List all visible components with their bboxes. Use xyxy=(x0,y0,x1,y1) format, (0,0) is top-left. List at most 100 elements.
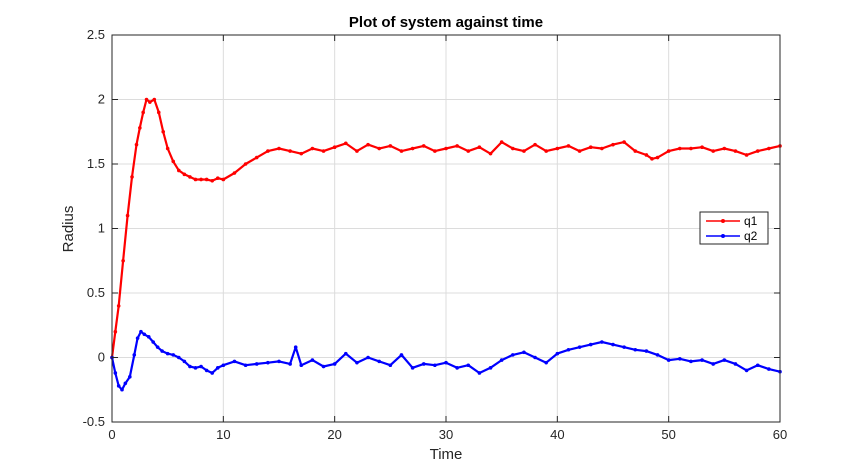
data-point-q2 xyxy=(711,362,715,366)
data-point-q2 xyxy=(288,362,292,366)
data-point-q2 xyxy=(182,359,187,364)
x-tick-label: 40 xyxy=(550,427,564,442)
data-point-q1 xyxy=(161,129,166,134)
y-tick-label: 2.5 xyxy=(87,27,105,42)
data-point-q1 xyxy=(588,145,593,150)
data-point-q1 xyxy=(148,100,152,104)
data-point-q2 xyxy=(299,363,304,368)
data-point-q1 xyxy=(477,145,482,150)
data-point-q2 xyxy=(332,362,337,366)
data-point-q1 xyxy=(388,144,393,148)
data-point-q2 xyxy=(146,335,151,339)
data-point-q2 xyxy=(410,366,415,370)
data-point-q2 xyxy=(722,358,727,362)
y-tick-label: 1.5 xyxy=(87,156,105,171)
data-point-q1 xyxy=(377,146,382,151)
data-point-q2 xyxy=(588,342,593,347)
data-point-q1 xyxy=(204,177,209,182)
data-point-q1 xyxy=(188,175,192,179)
data-point-q2 xyxy=(421,362,426,366)
data-point-q2 xyxy=(377,359,382,364)
data-point-q1 xyxy=(221,177,226,182)
data-point-q1 xyxy=(344,141,348,146)
data-point-q2 xyxy=(266,360,270,365)
data-point-q1 xyxy=(678,146,682,151)
x-tick-label: 20 xyxy=(327,427,341,442)
data-point-q2 xyxy=(199,364,203,369)
data-point-q1 xyxy=(113,329,118,334)
data-point-q1 xyxy=(138,126,142,130)
data-point-q2 xyxy=(611,342,615,347)
legend-label-q2: q2 xyxy=(744,229,758,243)
data-point-q2 xyxy=(744,368,749,373)
data-point-q2 xyxy=(221,363,226,368)
x-axis-label: Time xyxy=(430,446,463,463)
data-point-q1 xyxy=(288,149,292,153)
data-point-q2 xyxy=(544,360,548,365)
data-point-q2 xyxy=(499,358,504,362)
data-point-q2 xyxy=(655,353,660,357)
data-point-q1 xyxy=(182,172,187,177)
y-tick-label: 0 xyxy=(98,350,105,365)
data-point-q2 xyxy=(254,362,259,366)
data-point-q2 xyxy=(600,340,604,344)
data-point-q2 xyxy=(321,364,326,369)
data-point-q1 xyxy=(165,146,170,151)
data-point-q1 xyxy=(321,149,326,153)
data-point-q1 xyxy=(755,149,760,153)
data-point-q2 xyxy=(142,332,147,337)
data-point-q1 xyxy=(622,140,626,144)
data-point-q2 xyxy=(477,371,482,375)
data-point-q2 xyxy=(215,366,220,370)
data-point-q1 xyxy=(299,151,304,156)
data-point-q1 xyxy=(125,213,130,218)
data-point-q2 xyxy=(522,350,526,355)
data-point-q2 xyxy=(160,349,164,353)
data-point-q1 xyxy=(232,171,237,175)
data-point-q1 xyxy=(644,153,649,157)
y-tick-label: 2 xyxy=(98,92,105,107)
data-point-q1 xyxy=(193,177,198,182)
data-point-q1 xyxy=(689,146,693,151)
data-point-q1 xyxy=(433,149,437,153)
legend-box xyxy=(699,211,769,245)
data-point-q1 xyxy=(152,97,157,102)
data-point-q2 xyxy=(232,359,237,364)
data-point-q2 xyxy=(767,367,771,371)
data-point-q1 xyxy=(410,146,415,151)
data-point-q1 xyxy=(488,151,493,156)
data-point-q1 xyxy=(199,177,203,182)
data-point-q1 xyxy=(544,149,548,153)
data-point-q2 xyxy=(755,363,760,368)
data-point-q2 xyxy=(344,351,348,356)
data-point-q2 xyxy=(132,353,137,357)
legend-marker-q2 xyxy=(721,234,725,238)
data-point-q2 xyxy=(399,353,404,357)
data-point-q2 xyxy=(678,356,682,361)
legend-label-q1: q1 xyxy=(744,214,758,228)
data-point-q1 xyxy=(499,140,504,144)
data-point-q1 xyxy=(466,149,471,153)
data-point-q2 xyxy=(577,345,582,349)
data-point-q1 xyxy=(577,149,582,153)
y-tick-label: 1 xyxy=(98,221,105,236)
data-point-q2 xyxy=(177,355,181,360)
data-point-q1 xyxy=(116,304,121,308)
x-tick-label: 0 xyxy=(108,427,115,442)
data-point-q1 xyxy=(366,142,370,147)
x-tick-label: 10 xyxy=(216,427,230,442)
data-point-q1 xyxy=(215,176,220,180)
series-line-q1 xyxy=(110,98,781,358)
data-point-q1 xyxy=(555,146,560,151)
tick-labels: 0 10 20 30 40 50 60-0.500.511.522.5 xyxy=(83,27,788,442)
data-point-q2 xyxy=(700,358,704,362)
x-tick-label: 60 xyxy=(773,427,787,442)
data-point-q1 xyxy=(633,149,638,153)
data-point-q2 xyxy=(622,345,626,349)
data-point-q1 xyxy=(711,149,715,153)
y-tick-label: -0.5 xyxy=(83,414,105,429)
data-point-q1 xyxy=(141,110,145,115)
data-point-q2 xyxy=(533,355,537,360)
